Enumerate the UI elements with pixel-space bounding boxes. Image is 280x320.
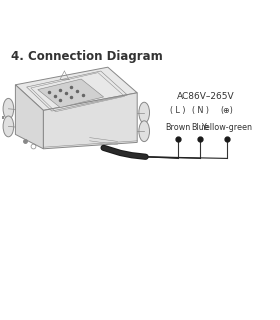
Polygon shape bbox=[43, 93, 137, 149]
Text: Yellow-green: Yellow-green bbox=[201, 123, 252, 132]
Text: AC86V–265V: AC86V–265V bbox=[177, 92, 235, 101]
Text: Blue: Blue bbox=[191, 123, 209, 132]
Polygon shape bbox=[38, 79, 104, 108]
Polygon shape bbox=[15, 85, 43, 149]
Ellipse shape bbox=[3, 98, 14, 119]
Polygon shape bbox=[15, 67, 137, 110]
Ellipse shape bbox=[139, 102, 150, 123]
Text: ( L ): ( L ) bbox=[170, 106, 186, 115]
Ellipse shape bbox=[139, 121, 150, 141]
Text: (⊕): (⊕) bbox=[220, 106, 233, 115]
Text: Brown: Brown bbox=[165, 123, 190, 132]
Text: 4. Connection Diagram: 4. Connection Diagram bbox=[11, 50, 163, 63]
Ellipse shape bbox=[3, 116, 14, 137]
Text: ( N ): ( N ) bbox=[192, 106, 209, 115]
